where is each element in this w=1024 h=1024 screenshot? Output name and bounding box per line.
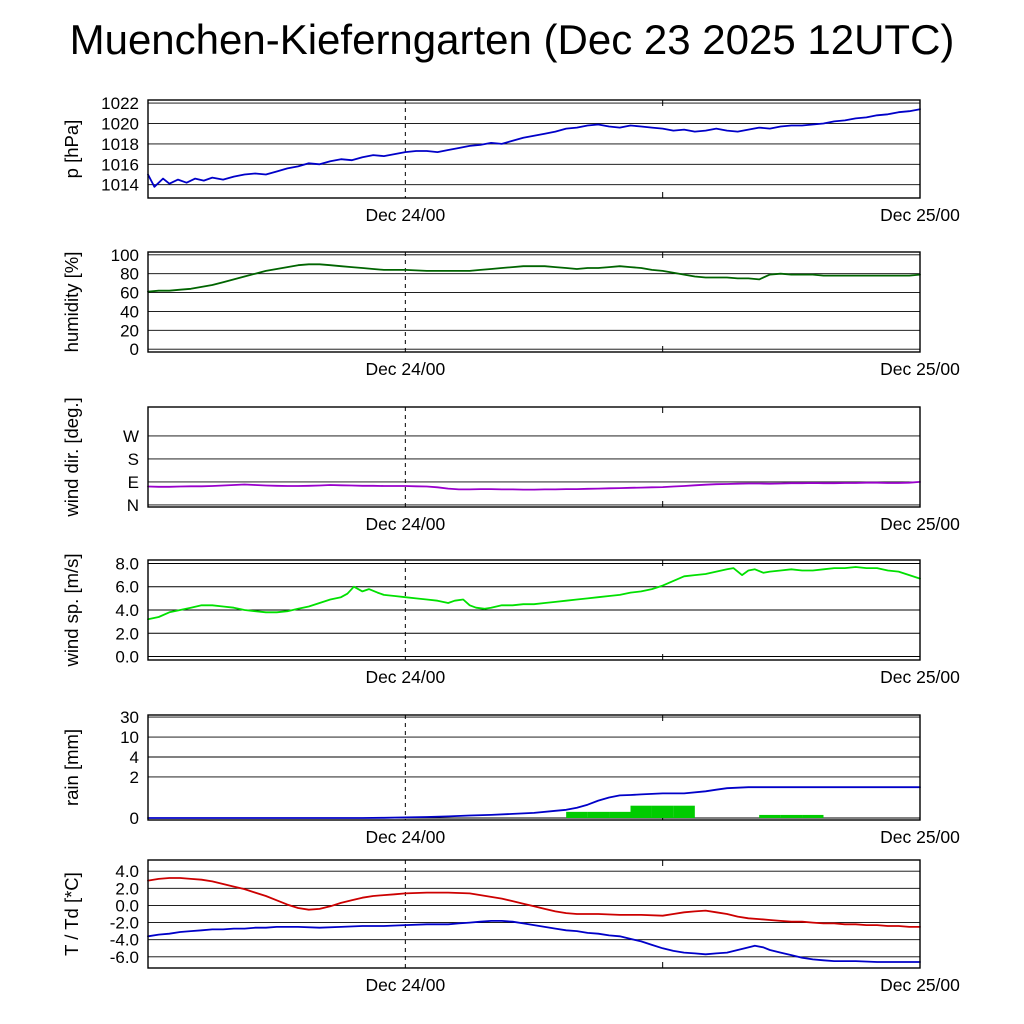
y-tick-label: 4.0 — [115, 601, 139, 620]
series-pressure — [147, 108, 921, 188]
rain-bar — [630, 805, 652, 819]
series-temperature — [147, 877, 921, 928]
y-axis-label: wind sp. [m/s] — [61, 553, 82, 667]
y-tick-label: 2.0 — [115, 624, 139, 643]
series-humidity — [147, 263, 921, 293]
y-tick-label: N — [127, 496, 139, 515]
y-tick-label: 4.0 — [115, 862, 139, 881]
x-tick-label: Dec 25/00 — [880, 514, 960, 534]
rain-bar — [609, 811, 631, 819]
rain-bar — [587, 811, 610, 819]
y-tick-label: 60 — [120, 284, 139, 303]
y-tick-label: 40 — [120, 302, 139, 321]
rain-bar — [780, 814, 803, 819]
x-tick-label: Dec 24/00 — [365, 359, 445, 379]
y-tick-label: -2.0 — [110, 914, 139, 933]
rain-bar — [651, 805, 674, 819]
y-tick-label: 1018 — [101, 135, 139, 154]
y-tick-label: 6.0 — [115, 578, 139, 597]
x-tick-label: Dec 24/00 — [365, 514, 445, 534]
y-tick-label: 0.0 — [115, 648, 139, 667]
y-tick-label: 10 — [120, 728, 139, 747]
rain-bar — [759, 814, 781, 819]
y-tick-label: 1014 — [101, 176, 139, 195]
y-tick-label: 0 — [130, 340, 139, 359]
x-tick-label: Dec 24/00 — [365, 667, 445, 687]
series-accumulated-rain — [147, 786, 921, 819]
plot-border — [147, 406, 921, 508]
y-tick-label: 0.0 — [115, 896, 139, 915]
y-axis-label: humidity [%] — [61, 252, 82, 353]
y-tick-label: 0 — [130, 809, 139, 828]
series-wind-direction — [147, 480, 921, 491]
x-tick-label: Dec 24/00 — [365, 205, 445, 225]
y-tick-label: 2.0 — [115, 879, 139, 898]
y-tick-label: -4.0 — [110, 931, 139, 950]
y-tick-label: 20 — [120, 321, 139, 340]
x-tick-label: Dec 25/00 — [880, 975, 960, 995]
plot-border — [147, 559, 921, 661]
y-tick-label: 1020 — [101, 114, 139, 133]
x-tick-label: Dec 25/00 — [880, 827, 960, 847]
y-tick-label: 30 — [120, 708, 139, 727]
series-wind-speed — [147, 566, 921, 621]
y-tick-label: -6.0 — [110, 948, 139, 967]
y-tick-label: 100 — [111, 246, 139, 265]
plot-border — [147, 859, 921, 969]
y-axis-label: wind dir. [deg.] — [61, 397, 82, 517]
y-axis-label: p [hPa] — [61, 120, 82, 179]
rain-bar — [673, 805, 695, 819]
y-tick-label: 1022 — [101, 94, 139, 113]
rain-bar — [566, 811, 588, 819]
bars-hourly-rain — [566, 805, 824, 819]
y-tick-label: 80 — [120, 265, 139, 284]
plot-border — [147, 251, 921, 353]
x-tick-label: Dec 24/00 — [365, 975, 445, 995]
x-tick-label: Dec 25/00 — [880, 667, 960, 687]
panel-wind-speed: 0.0 2.0 4.0 6.0 8.0 wind sp. [m/s] Dec 24/00 De… — [61, 553, 960, 687]
x-tick-label: Dec 25/00 — [880, 359, 960, 379]
x-tick-label: Dec 25/00 — [880, 205, 960, 225]
y-tick-label: 8.0 — [115, 554, 139, 573]
y-tick-label: W — [123, 427, 139, 446]
plot-border — [147, 714, 921, 821]
plot-border — [147, 99, 921, 199]
y-axis-label: rain [mm] — [61, 729, 82, 806]
chart-title: Muenchen-Kieferngarten (Dec 23 2025 12UT… — [69, 16, 955, 63]
panel-temperature-dewpoint: 4.02.00.0-2.0-4.0-6.0 T / Td [*C] Dec 24/0… — [61, 859, 960, 995]
y-tick-label: S — [128, 450, 139, 469]
x-tick-label: Dec 24/00 — [365, 827, 445, 847]
series-dewpoint — [147, 920, 921, 963]
y-tick-label: 2 — [130, 768, 139, 787]
y-tick-label: 4 — [130, 748, 139, 767]
y-tick-label: 1016 — [101, 155, 139, 174]
rain-bar — [802, 814, 824, 819]
y-tick-label: E — [128, 473, 139, 492]
y-axis-label: T / Td [*C] — [61, 872, 82, 956]
